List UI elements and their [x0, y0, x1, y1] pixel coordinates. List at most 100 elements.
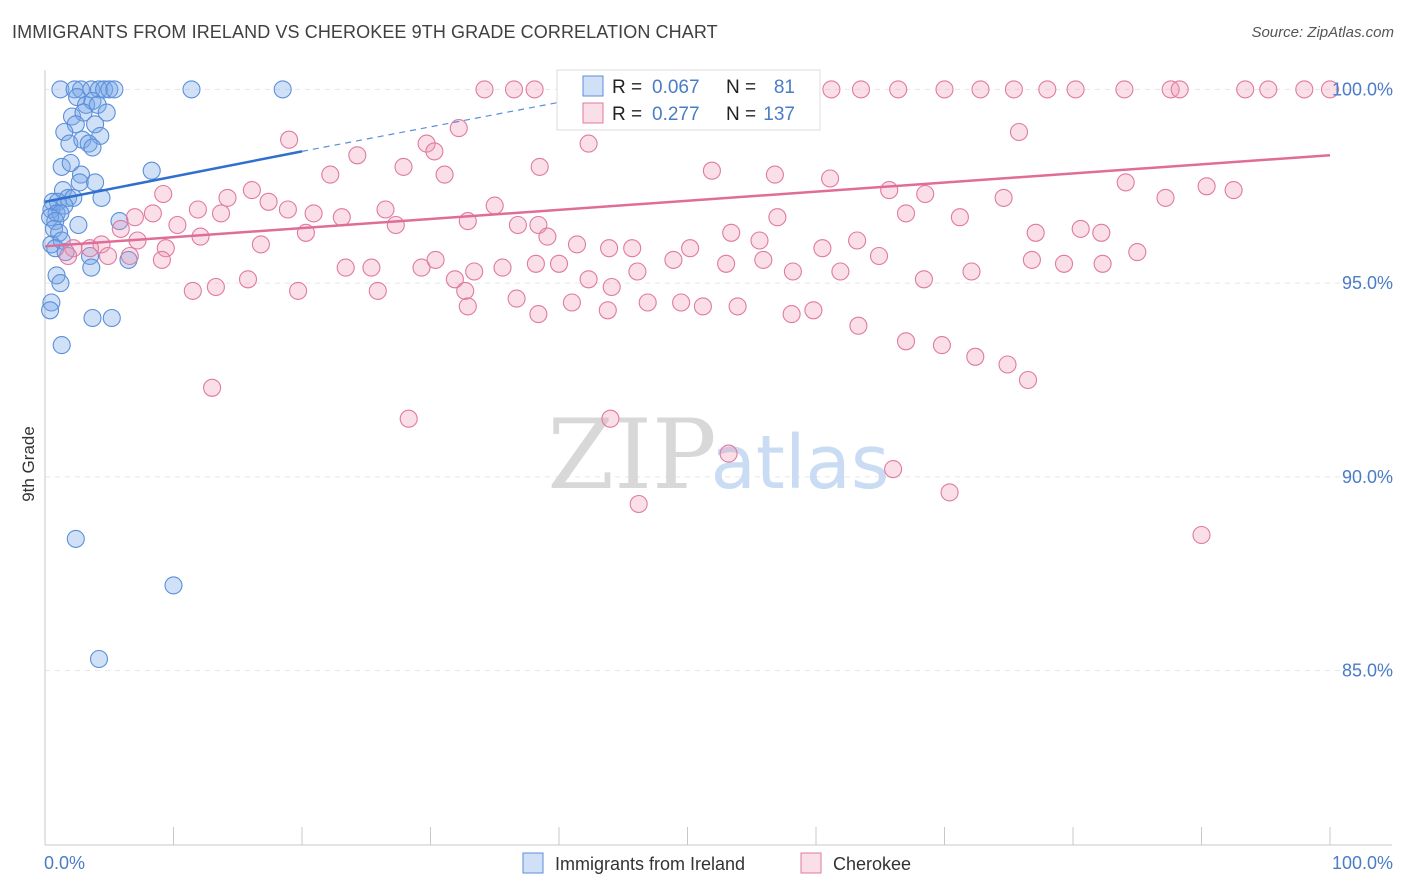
- point-0-42: [46, 212, 65, 231]
- point-1-40: [916, 184, 935, 204]
- point-1-120: [368, 281, 387, 300]
- point-1-29: [425, 142, 444, 161]
- point-0-29: [70, 173, 89, 192]
- point-1-73: [1071, 219, 1090, 238]
- point-0-7: [105, 80, 124, 99]
- y-tick-label-1: 95.0%: [1342, 273, 1393, 293]
- point-1-145: [1192, 525, 1211, 545]
- point-1-124: [562, 293, 581, 312]
- point-0-27: [71, 165, 91, 184]
- point-1-67: [768, 208, 787, 227]
- point-1-39: [880, 181, 899, 200]
- point-0-0: [51, 80, 70, 99]
- point-1-70: [896, 204, 916, 223]
- y-axis-title: 9th Grade: [19, 426, 38, 502]
- point-0-51: [80, 246, 100, 266]
- point-1-98: [493, 258, 512, 277]
- point-1-138: [203, 378, 222, 397]
- legend-label-cherokee: Cherokee: [833, 854, 911, 874]
- point-0-26: [61, 153, 80, 173]
- chart-title: IMMIGRANTS FROM IRELAND VS CHEROKEE 9TH …: [12, 22, 718, 42]
- point-0-16: [97, 103, 116, 122]
- point-0-62: [164, 576, 183, 595]
- trend-line-0: [44, 150, 303, 203]
- point-1-79: [156, 239, 175, 258]
- point-1-109: [869, 246, 889, 266]
- point-1-101: [579, 270, 598, 289]
- point-0-8: [182, 80, 201, 99]
- point-1-137: [1018, 370, 1038, 390]
- point-1-104: [664, 250, 683, 269]
- axes: [44, 70, 1392, 846]
- point-0-5: [95, 80, 114, 99]
- stats-n-value-cherokee: 137: [763, 104, 795, 125]
- point-1-22: [1295, 80, 1314, 99]
- point-0-43: [69, 215, 88, 235]
- point-1-24: [280, 130, 299, 149]
- point-1-125: [598, 301, 617, 320]
- point-1-32: [394, 157, 413, 176]
- point-0-19: [55, 122, 74, 142]
- point-1-13: [971, 80, 990, 99]
- point-1-134: [932, 336, 951, 355]
- point-1-0: [475, 80, 494, 99]
- point-1-77: [168, 215, 187, 235]
- point-1-86: [59, 246, 78, 266]
- stats-r-value-ireland: 0.067: [652, 77, 700, 98]
- point-1-136: [998, 355, 1017, 374]
- point-1-94: [426, 250, 445, 269]
- point-1-11: [889, 80, 908, 99]
- point-1-42: [1197, 177, 1216, 196]
- point-1-27: [579, 134, 598, 153]
- point-0-37: [92, 188, 111, 207]
- point-1-44: [1116, 173, 1135, 192]
- series-0-points: [41, 80, 292, 669]
- series-legend: Immigrants from Ireland Cherokee: [522, 852, 911, 874]
- point-1-64: [681, 239, 700, 258]
- point-1-38: [821, 169, 840, 188]
- watermark-zip: ZIP: [547, 399, 716, 511]
- point-0-58: [83, 308, 102, 328]
- stats-swatch-cherokee: [582, 102, 604, 124]
- y-tick-label-0: 100.0%: [1332, 79, 1393, 99]
- legend-label-ireland: Immigrants from Ireland: [555, 854, 745, 874]
- point-1-14: [1004, 80, 1023, 99]
- point-1-56: [386, 215, 405, 235]
- point-1-141: [719, 444, 738, 463]
- point-0-28: [142, 161, 161, 180]
- point-1-75: [125, 208, 144, 227]
- point-1-144: [940, 483, 959, 502]
- point-1-54: [376, 200, 395, 219]
- point-1-130: [782, 305, 801, 324]
- x-tick-label-max: 100.0%: [1332, 853, 1393, 873]
- point-1-66: [750, 231, 769, 250]
- point-1-89: [251, 235, 270, 254]
- point-0-24: [83, 138, 102, 157]
- point-1-45: [1156, 188, 1175, 207]
- point-1-84: [98, 246, 118, 266]
- point-1-65: [722, 223, 741, 242]
- point-0-61: [66, 529, 85, 548]
- point-0-57: [41, 301, 60, 320]
- point-1-81: [111, 219, 130, 238]
- point-1-47: [218, 188, 237, 207]
- point-1-55: [332, 208, 351, 227]
- watermark-atlas: atlas: [711, 420, 890, 506]
- y-tick-label-2: 90.0%: [1342, 467, 1393, 487]
- point-1-31: [321, 165, 340, 184]
- point-1-35: [530, 157, 549, 176]
- y-tick-labels: 100.0% 95.0% 90.0% 85.0%: [1332, 79, 1393, 680]
- point-1-19: [1170, 80, 1189, 99]
- point-1-105: [717, 254, 736, 273]
- point-1-113: [1054, 254, 1074, 273]
- point-1-97: [465, 262, 484, 281]
- point-0-6: [100, 80, 119, 99]
- trend-lines: [44, 77, 1331, 248]
- point-1-121: [458, 297, 477, 316]
- point-1-26: [449, 119, 468, 138]
- point-1-28: [1009, 122, 1029, 142]
- point-1-16: [1066, 80, 1085, 99]
- stats-legend: R = 0.067 N = 81 R = 0.277 N = 137: [556, 69, 821, 131]
- point-1-37: [765, 165, 784, 184]
